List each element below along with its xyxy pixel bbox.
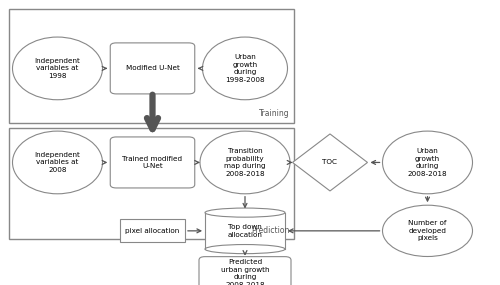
Ellipse shape bbox=[205, 245, 285, 254]
Text: Prediction: Prediction bbox=[252, 226, 290, 235]
Text: Transition
probability
map during
2008-2018: Transition probability map during 2008-2… bbox=[224, 148, 266, 177]
Bar bbox=[9, 128, 294, 239]
Text: Independent
variables at
2008: Independent variables at 2008 bbox=[34, 152, 80, 173]
Text: Trained modified
U-Net: Trained modified U-Net bbox=[122, 156, 182, 169]
Ellipse shape bbox=[202, 37, 288, 100]
FancyBboxPatch shape bbox=[110, 43, 194, 94]
FancyBboxPatch shape bbox=[110, 137, 194, 188]
Text: Urban
growth
during
1998-2008: Urban growth during 1998-2008 bbox=[225, 54, 265, 83]
Ellipse shape bbox=[382, 205, 472, 256]
Text: Predicted
urban growth
during
2008-2018: Predicted urban growth during 2008-2018 bbox=[221, 259, 269, 285]
Ellipse shape bbox=[205, 208, 285, 217]
FancyBboxPatch shape bbox=[199, 256, 291, 285]
Bar bbox=[9, 9, 294, 123]
Bar bbox=[120, 219, 185, 242]
Text: Independent
variables at
1998: Independent variables at 1998 bbox=[34, 58, 80, 79]
Polygon shape bbox=[292, 134, 368, 191]
Ellipse shape bbox=[12, 131, 102, 194]
Text: pixel allocation: pixel allocation bbox=[126, 228, 180, 234]
Text: Top down
allocation: Top down allocation bbox=[228, 224, 262, 238]
Ellipse shape bbox=[12, 37, 102, 100]
Text: Modified U-Net: Modified U-Net bbox=[126, 65, 180, 72]
Ellipse shape bbox=[200, 131, 290, 194]
Ellipse shape bbox=[382, 131, 472, 194]
Text: Training: Training bbox=[260, 109, 290, 118]
Text: TOC: TOC bbox=[322, 159, 338, 166]
Text: Urban
growth
during
2008-2018: Urban growth during 2008-2018 bbox=[408, 148, 448, 177]
Bar bbox=[205, 213, 285, 249]
Text: Number of
developed
pixels: Number of developed pixels bbox=[408, 220, 447, 241]
